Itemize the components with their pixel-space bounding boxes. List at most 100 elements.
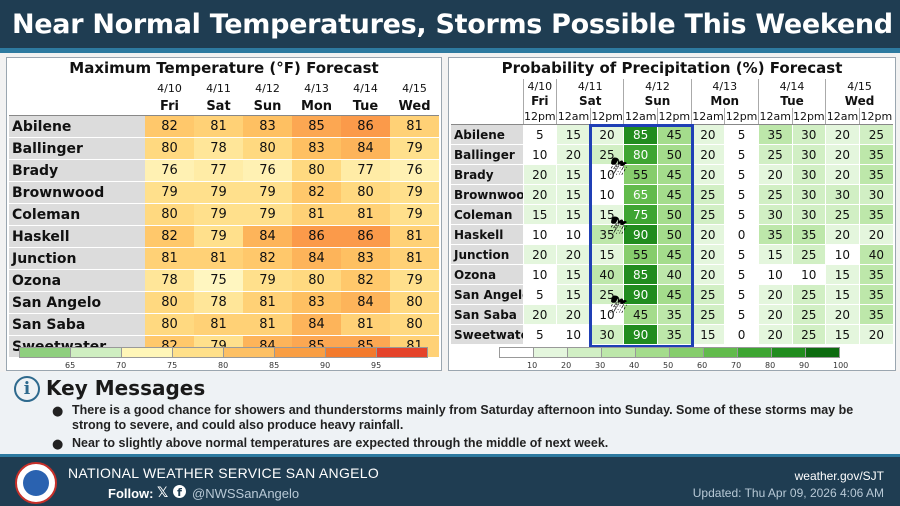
precip-cell: 5 [725,205,759,225]
temperature-panel: Maximum Temperature (°F) Forecast 4/10 4/… [6,57,442,371]
header-corner [451,79,523,93]
legend-tick-label: 85 [269,361,279,370]
city-name: San Saba [451,305,523,325]
precip-cell: 20 [826,125,860,145]
nws-logo-inner [23,470,49,496]
temperature-cell: 81 [341,314,390,336]
precip-cell: 5 [725,185,759,205]
precip-cell: 15 [557,185,591,205]
city-name: Haskell [9,226,145,248]
precip-cell: 25 [792,305,826,325]
table-row: Brady 76 77 76 80 77 76 [9,160,439,182]
legend-swatch [737,347,772,358]
hour-header: 12am [557,108,591,125]
temperature-cell: 81 [243,314,292,336]
temperature-table: 4/10 4/11 4/12 4/13 4/14 4/15 Fri Sat Sun Mon Tue W… [9,80,439,358]
legend-swatch [19,347,71,358]
precip-cell: 15 [557,125,591,145]
precip-cell: 30 [792,205,826,225]
legend-tick-label: 70 [116,361,126,370]
precip-cell: 20 [826,305,860,325]
city-name: Ozona [9,270,145,292]
key-message-1: There is a good chance for showers and t… [72,403,887,433]
temperature-cell: 81 [390,248,439,270]
hour-header: 12am [691,108,725,125]
legend-tick-label: 75 [167,361,177,370]
precip-cell: 20 [859,325,893,345]
social-handle[interactable]: @NWSSanAngelo [192,486,299,501]
nws-logo-icon [15,462,57,504]
precip-cell: 5 [725,245,759,265]
temperature-table-title: Maximum Temperature (°F) Forecast [7,59,441,77]
temperature-cell: 79 [194,182,243,204]
temperature-cell: 86 [341,226,390,248]
precip-cell: 10 [826,245,860,265]
city-name: Ozona [451,265,523,285]
legend-swatch [805,347,840,358]
city-name: Brownwood [9,182,145,204]
header-dates-row: 4/10 4/11 4/12 4/13 4/14 4/15 [451,79,893,93]
precip-cell: 15 [557,265,591,285]
city-name: Brady [9,160,145,182]
website-link[interactable]: weather.gov/SJT [795,469,884,483]
table-row: Brownwood 79 79 79 82 80 79 [9,182,439,204]
temperature-cell: 80 [390,314,439,336]
legend-swatch [771,347,806,358]
precip-cell: 30 [758,205,792,225]
temperature-cell: 81 [292,204,341,226]
x-social-icon[interactable]: 𝕏 [157,485,168,501]
precip-cell: 20 [758,165,792,185]
temperature-cell: 82 [145,116,194,138]
office-name: NATIONAL WEATHER SERVICE SAN ANGELO [68,465,379,481]
precip-cell: 5 [725,165,759,185]
table-row: Abilene 82 81 83 85 86 81 [9,116,439,138]
city-name: Abilene [451,125,523,145]
city-name: Junction [9,248,145,270]
header-corner [451,108,523,125]
day-header: Fri [523,93,557,108]
precip-cell: 35 [859,285,893,305]
date-header: 4/11 [194,80,243,97]
day-header: Mon [292,97,341,116]
legend-swatch [635,347,670,358]
header-corner [451,93,523,108]
footer-stripe [0,454,900,457]
temperature-cell: 80 [341,182,390,204]
legend-swatch [325,347,377,358]
hour-header: 12pm [590,108,624,125]
temperature-cell: 79 [145,182,194,204]
precip-cell: 35 [859,265,893,285]
day-header: Fri [145,97,194,116]
legend-swatch [376,347,428,358]
temperature-cell: 80 [145,292,194,314]
follow-label: Follow: [108,486,154,501]
day-header: Tue [758,93,825,108]
facebook-icon[interactable]: f [173,485,186,498]
precip-cell: 20 [557,245,591,265]
legend-swatch [669,347,704,358]
precip-cell: 15 [758,245,792,265]
city-name: Coleman [9,204,145,226]
key-messages-title: Key Messages [46,376,205,400]
table-row: Coleman 80 79 79 81 81 79 [9,204,439,226]
precip-cell: 20 [557,145,591,165]
key-message-2: Near to slightly above normal temperatur… [72,436,887,451]
temperature-cell: 81 [390,116,439,138]
city-name: San Angelo [9,292,145,314]
header-hours-row: 12pm 12am 12pm 12am 12pm 12am 12pm 12am 12pm 12am… [451,108,893,125]
date-header: 4/13 [691,79,758,93]
legend-swatch [703,347,738,358]
precip-cell: 30 [792,165,826,185]
precip-cell: 25 [792,245,826,265]
page-title: Near Normal Temperatures, Storms Possibl… [12,9,893,40]
precip-cell: 35 [758,125,792,145]
table-row: Ballinger 80 78 80 83 84 79 [9,138,439,160]
temperature-cell: 81 [194,116,243,138]
precip-cell: 30 [792,125,826,145]
temperature-cell: 78 [145,270,194,292]
temperature-cell: 75 [194,270,243,292]
date-header: 4/11 [557,79,624,93]
temperature-cell: 79 [243,270,292,292]
precip-cell: 20 [523,185,557,205]
precip-cell: 20 [691,145,725,165]
